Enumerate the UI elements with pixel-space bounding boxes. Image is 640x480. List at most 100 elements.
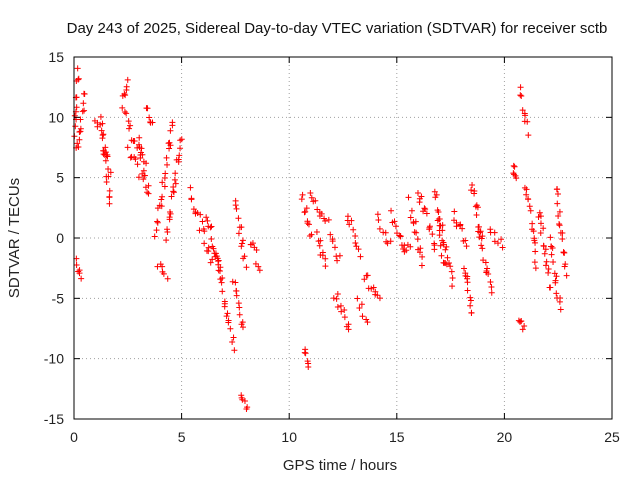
data-point-s15 [204, 217, 211, 224]
y-tick-label: 10 [48, 109, 64, 125]
data-point-s34 [423, 210, 430, 217]
data-point-s46 [545, 269, 552, 276]
data-point-s20 [255, 263, 262, 270]
data-point-s23 [307, 190, 314, 197]
data-point-s45 [532, 265, 539, 272]
data-point-s4 [107, 169, 114, 176]
data-point-s46 [542, 246, 549, 253]
data-point-s41 [498, 236, 505, 243]
data-point-s2 [73, 262, 80, 269]
data-point-s11 [166, 145, 173, 152]
data-point-s5 [106, 193, 113, 200]
y-tick-label: 5 [56, 170, 64, 186]
data-point-s15 [203, 214, 210, 221]
data-point-s3 [75, 143, 82, 150]
data-point-s16 [229, 338, 236, 345]
data-point-s5 [106, 200, 113, 207]
data-point-s29 [361, 276, 368, 283]
data-point-s37 [453, 219, 460, 226]
y-tick-label: -10 [44, 351, 64, 367]
data-point-s10 [146, 114, 153, 121]
data-point-s46 [537, 213, 544, 220]
data-point-s44 [519, 326, 526, 333]
data-point-s3 [81, 107, 88, 114]
data-point-s13 [163, 237, 170, 244]
data-point-s14 [201, 228, 208, 235]
data-point-s23 [318, 210, 325, 217]
data-point-s13 [176, 152, 183, 159]
data-point-s28 [363, 316, 370, 323]
data-point-s38 [467, 294, 474, 301]
data-point-s46 [547, 284, 554, 291]
data-point-s12 [160, 270, 167, 277]
data-point-s29 [376, 295, 383, 302]
data-point-s35 [436, 232, 443, 239]
data-point-s46 [542, 262, 549, 269]
data-point-s48 [556, 221, 563, 228]
data-point-s34 [414, 189, 421, 196]
data-point-s23 [322, 217, 329, 224]
data-point-s39 [469, 182, 476, 189]
data-point-s26 [338, 308, 345, 315]
data-point-s48 [562, 261, 569, 268]
data-point-s21 [302, 208, 309, 215]
data-point-s17 [232, 279, 239, 286]
data-point-s16 [215, 257, 222, 264]
data-point-s48 [560, 249, 567, 256]
data-point-s16 [223, 313, 230, 320]
data-point-s26 [341, 314, 348, 321]
data-point-s40 [477, 228, 484, 235]
data-point-s25 [331, 244, 338, 251]
data-point-s8 [127, 154, 134, 161]
data-point-s27 [355, 246, 362, 253]
data-point-s40 [487, 279, 494, 286]
data-point-s33 [407, 214, 414, 221]
data-point-s43 [517, 84, 524, 91]
data-point-s36 [449, 283, 456, 290]
data-point-s21 [306, 233, 313, 240]
y-axis-label: SDTVAR / TECUs [6, 178, 23, 298]
data-point-s45 [523, 191, 530, 198]
data-point-s6 [121, 91, 128, 98]
data-point-s23 [325, 216, 332, 223]
data-point-s47 [556, 298, 563, 305]
data-point-s6 [124, 76, 131, 83]
data-points [71, 65, 570, 413]
data-point-s16 [212, 250, 219, 257]
data-point-s46 [545, 266, 552, 273]
data-point-s31 [391, 218, 398, 225]
data-point-s13 [171, 176, 178, 183]
data-point-s16 [218, 279, 225, 286]
data-point-s7 [143, 160, 150, 167]
data-point-s37 [457, 221, 464, 228]
data-point-s2 [75, 268, 82, 275]
data-point-s14 [187, 184, 194, 191]
data-point-s19 [241, 397, 248, 404]
data-point-s46 [540, 243, 547, 250]
data-point-s9 [140, 167, 147, 174]
data-point-s40 [483, 267, 490, 274]
data-point-s48 [555, 190, 562, 197]
data-point-s47 [549, 244, 556, 251]
data-point-s40 [488, 289, 495, 296]
data-point-s21 [303, 205, 310, 212]
data-point-s13 [168, 193, 175, 200]
data-point-s11 [151, 233, 158, 240]
data-point-s34 [421, 205, 428, 212]
data-point-s11 [162, 170, 169, 177]
x-tick-label: 15 [389, 429, 405, 445]
data-point-s30 [387, 238, 394, 245]
data-point-s18 [238, 243, 245, 250]
data-point-s30 [384, 240, 391, 247]
data-point-s43 [519, 107, 526, 114]
data-point-s13 [172, 170, 179, 177]
data-point-s43 [517, 92, 524, 99]
y-tick-label: -15 [44, 411, 64, 427]
data-point-s26 [345, 326, 352, 333]
data-point-s11 [163, 154, 170, 161]
data-point-s13 [164, 226, 171, 233]
data-point-s26 [330, 295, 337, 302]
data-point-s48 [556, 222, 563, 229]
y-tick-label: 15 [48, 49, 64, 65]
data-point-s34 [426, 224, 433, 231]
